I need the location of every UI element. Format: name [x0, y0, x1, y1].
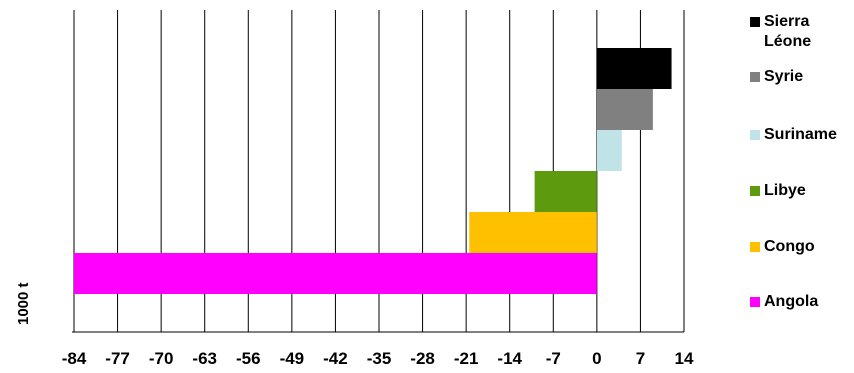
- legend-item: Sierra Léone: [750, 12, 811, 52]
- legend-swatch: [750, 17, 760, 27]
- x-tick-label: -21: [454, 349, 479, 368]
- y-axis-label: 1000 t: [15, 282, 32, 325]
- legend-swatch: [750, 72, 760, 82]
- x-tick-labels: -84 -77 -70 -63 -56 -49 -42 -35 -28 -21 -14 -7 0 7 14: [62, 349, 694, 368]
- x-tick-label: 0: [592, 349, 601, 368]
- legend-label: Syrie: [764, 68, 804, 85]
- x-tick-label: -35: [367, 349, 392, 368]
- x-tick-label: -84: [62, 349, 87, 368]
- legend-item: Angola: [750, 292, 818, 312]
- legend-swatch: [750, 242, 760, 252]
- legend-item: Suriname: [750, 125, 837, 145]
- bar-syrie: [596, 89, 653, 130]
- bar-congo: [469, 212, 597, 253]
- x-tick-label: -7: [546, 349, 561, 368]
- x-tick-label: -28: [410, 349, 435, 368]
- x-tick-label: -56: [236, 349, 261, 368]
- bars: [74, 48, 672, 294]
- x-tick-label: -14: [497, 349, 522, 368]
- x-tick-label: 14: [675, 349, 694, 368]
- legend-label: Congo: [764, 238, 815, 255]
- bar-suriname: [596, 130, 622, 171]
- x-tick-label: 7: [636, 349, 645, 368]
- legend-item: Congo: [750, 237, 815, 257]
- x-tick-label: -49: [280, 349, 305, 368]
- legend-swatch: [750, 130, 760, 140]
- x-tick-label: -42: [323, 349, 348, 368]
- legend-label: Sierra Léone: [764, 13, 812, 50]
- x-tick-label: -77: [105, 349, 130, 368]
- x-tick-label: -63: [192, 349, 217, 368]
- legend-label: Suriname: [764, 126, 837, 143]
- bar-libye: [534, 171, 597, 212]
- x-tick-label: -70: [149, 349, 174, 368]
- bar-sierra-léone: [596, 48, 672, 89]
- bar-angola: [74, 253, 597, 294]
- legend-item: Syrie: [750, 67, 803, 87]
- legend-label: Libye: [764, 182, 806, 199]
- legend-item: Libye: [750, 181, 806, 201]
- legend-label: Angola: [764, 293, 819, 310]
- legend-swatch: [750, 186, 760, 196]
- legend-swatch: [750, 297, 760, 307]
